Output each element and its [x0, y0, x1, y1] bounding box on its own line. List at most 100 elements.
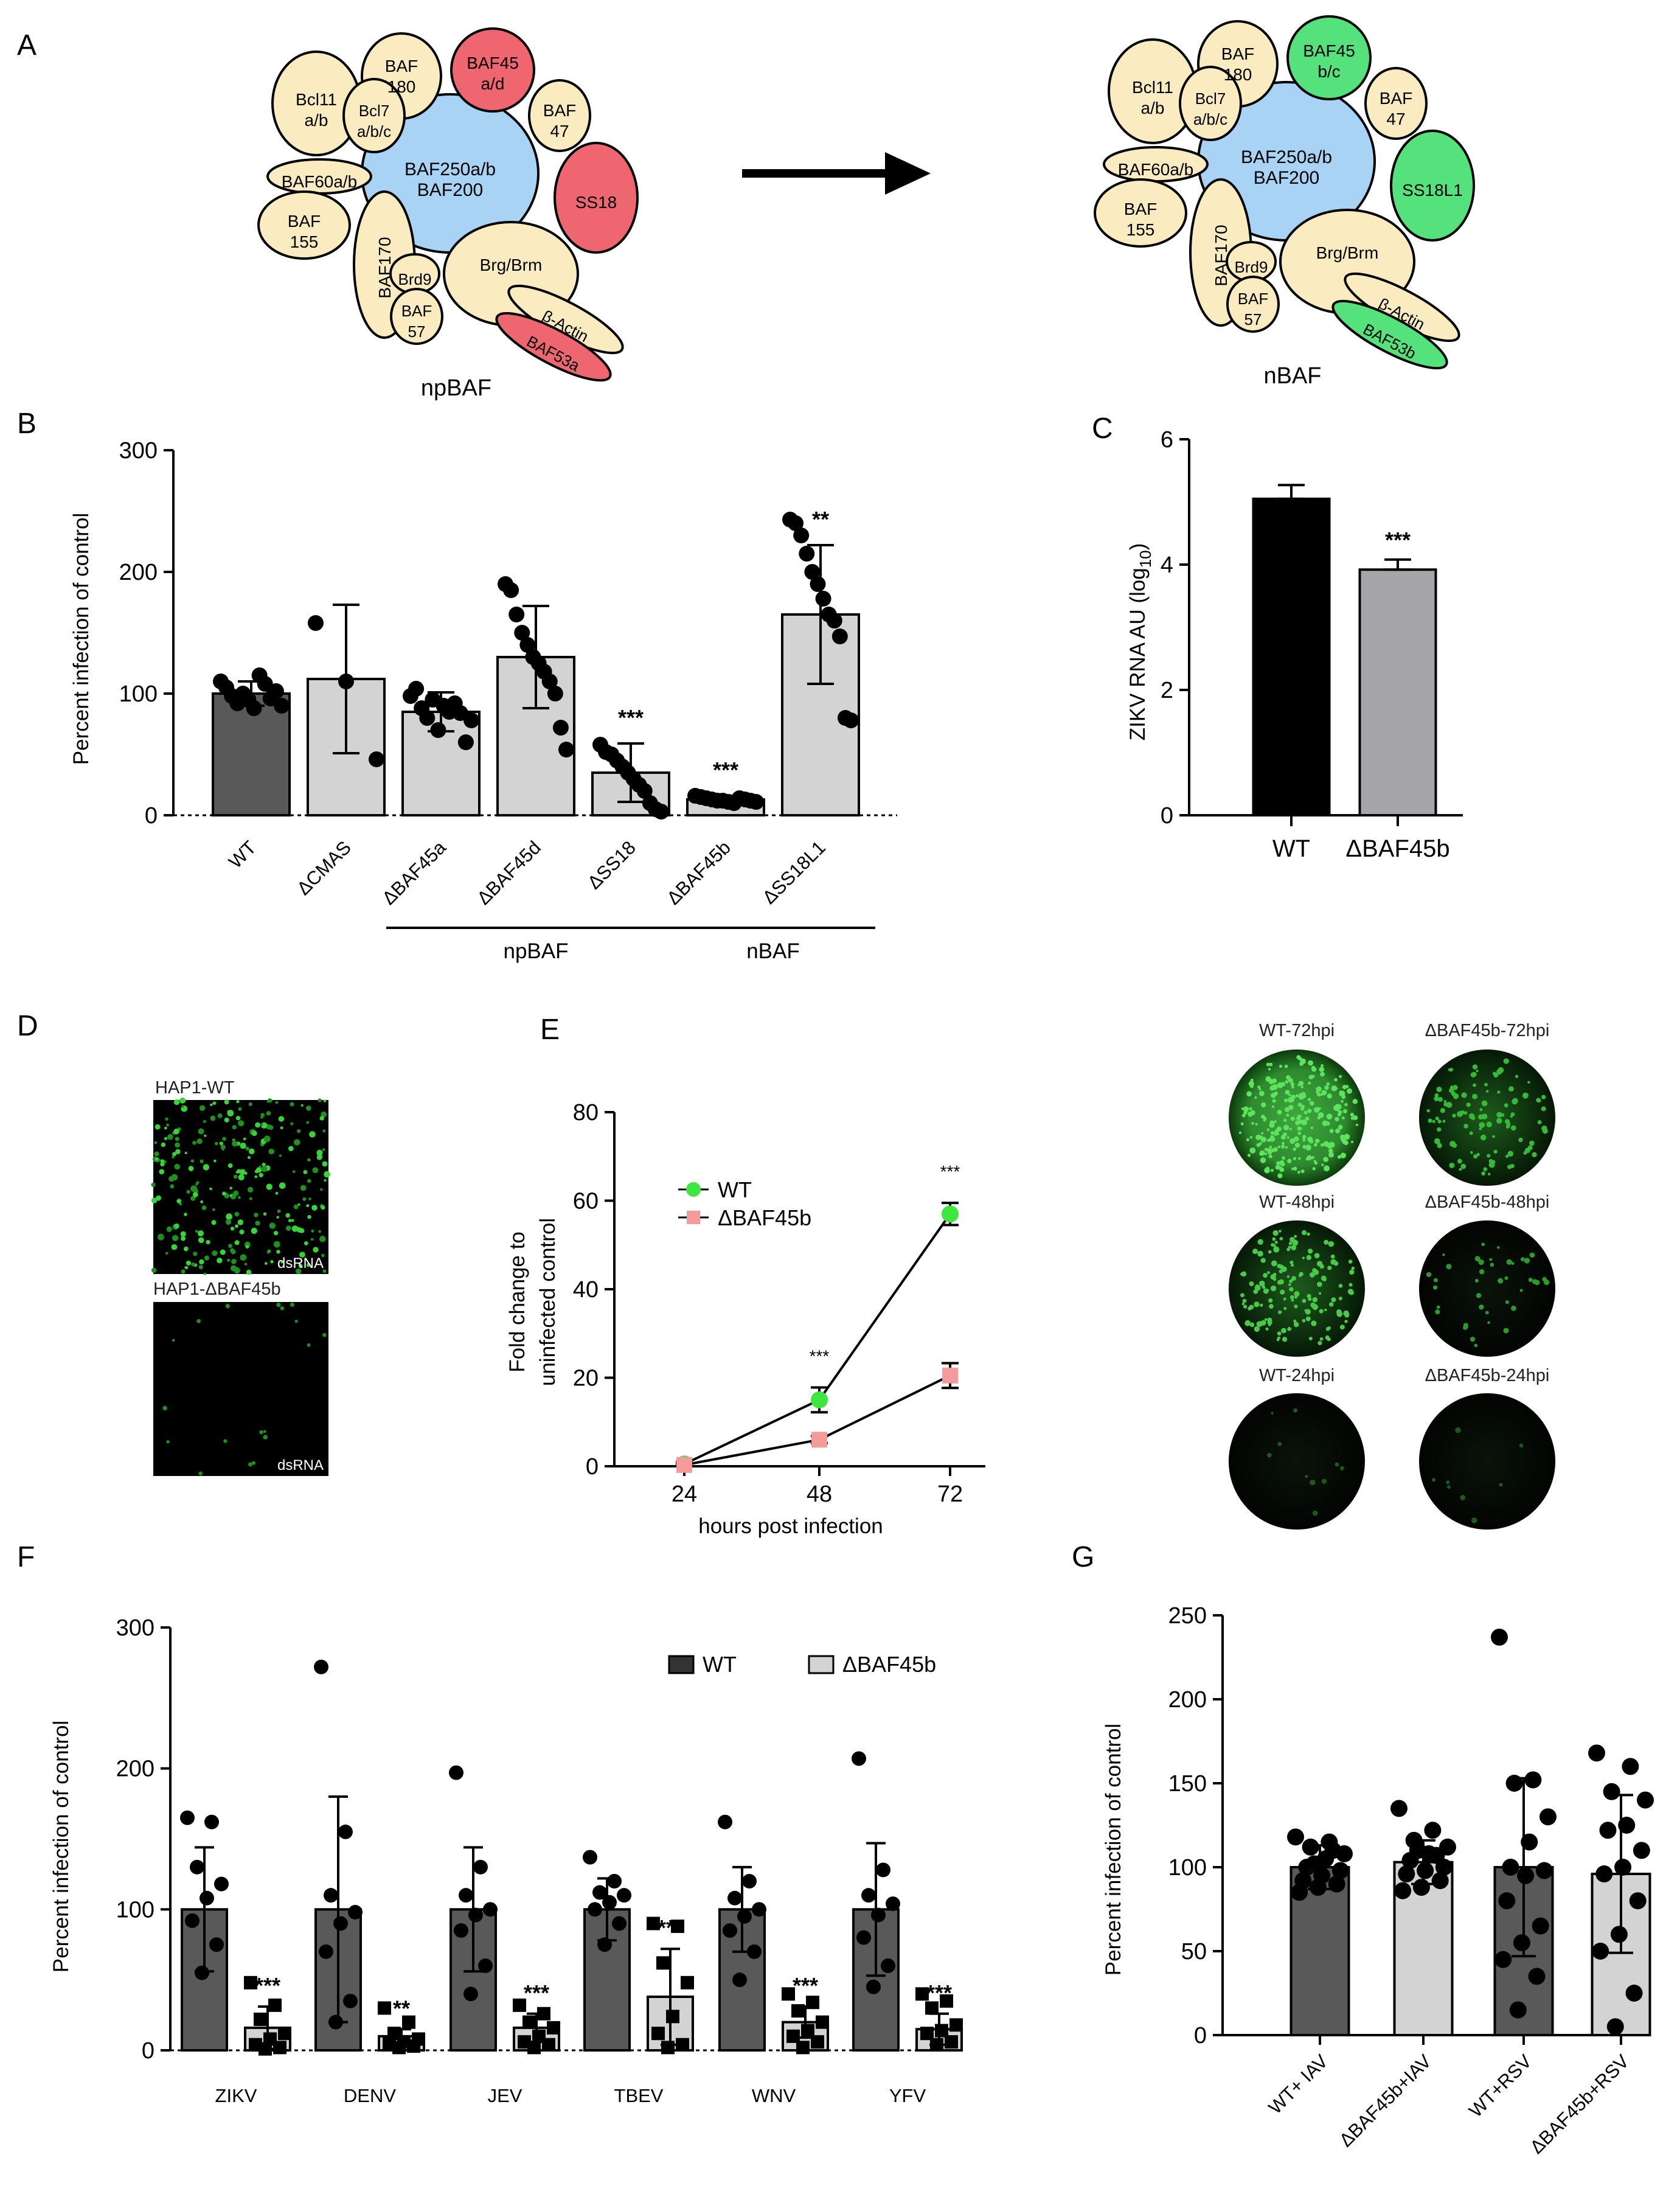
g-point [1328, 1875, 1345, 1893]
well-signal [1269, 1145, 1272, 1149]
well-signal [1529, 1140, 1535, 1146]
subunit-label-ss18: SS18 [575, 193, 617, 212]
d-top-signal [166, 1123, 170, 1127]
well-signal [1274, 1129, 1279, 1134]
complex-title: nBAF [1263, 363, 1321, 389]
subunit-label-baf47: BAF 47 [1380, 89, 1412, 128]
d-top-signal [173, 1128, 179, 1135]
well-signal [1479, 1122, 1485, 1129]
well-signal [1471, 1517, 1477, 1523]
b-point [552, 720, 569, 736]
well-signal [1317, 1112, 1324, 1118]
e-y-axis-title-line2: uninfected control [536, 1218, 560, 1386]
well-signal [1442, 1119, 1446, 1123]
d-bottom-signal [322, 1332, 327, 1337]
subunit-label-baf60: BAF60a/b [1118, 160, 1194, 179]
well-signal [1487, 1154, 1491, 1158]
well-signal [1272, 1244, 1276, 1247]
well-signal [1336, 1309, 1342, 1315]
well-signal [1328, 1152, 1335, 1158]
d-top-signal [320, 1188, 323, 1191]
d-top-signal [172, 1234, 179, 1241]
well-signal [1496, 1112, 1502, 1118]
g-point [1291, 1884, 1308, 1901]
well-signal [1296, 1116, 1300, 1121]
d-top-signal [165, 1117, 168, 1121]
f-significance: *** [524, 1980, 549, 2005]
transition-arrow [742, 152, 931, 195]
well-signal [1493, 1149, 1498, 1154]
well-signal [1472, 1083, 1476, 1087]
f-point-kd [244, 1975, 257, 1989]
g-point [1394, 1882, 1412, 1899]
f-point-kd [796, 2041, 810, 2055]
well-signal [1259, 1280, 1265, 1287]
well-signal [1282, 1337, 1288, 1342]
d-top-signal [276, 1216, 279, 1219]
well-signal [1479, 1127, 1482, 1130]
well-signal [1524, 1147, 1530, 1154]
subunit-label-brg: Brg/Brm [1316, 243, 1379, 262]
well-signal [1260, 1320, 1266, 1326]
b-point [274, 698, 290, 714]
subunit-baf57 [390, 288, 443, 345]
well-signal [1288, 1093, 1291, 1096]
well-signal [1241, 1302, 1244, 1306]
well-signal [1288, 1096, 1294, 1103]
well-signal [1506, 1259, 1512, 1265]
d-top-signal [270, 1260, 274, 1264]
subunit-label-baf60: BAF60a/b [282, 172, 358, 191]
d-top-signal [238, 1107, 242, 1111]
well-signal [1351, 1140, 1354, 1143]
d-bottom-signal [248, 1462, 252, 1467]
f-point-kd [268, 1998, 282, 2012]
well-signal [1312, 1167, 1316, 1171]
f-point-wt [588, 1902, 602, 1917]
well-signal [1337, 1155, 1342, 1159]
well-signal [1343, 1310, 1349, 1317]
f-point-wt [338, 1824, 353, 1839]
well-signal [1291, 1264, 1294, 1267]
f-point-wt [185, 1913, 200, 1928]
d-top-signal [290, 1102, 294, 1107]
well-signal [1260, 1303, 1263, 1307]
well-signal [1510, 1112, 1515, 1117]
b-point [653, 804, 669, 820]
well-signal [1350, 1112, 1355, 1117]
d-top-signal [235, 1224, 238, 1228]
well-signal [1286, 1136, 1290, 1140]
f-point-wt [468, 1907, 483, 1923]
d-top-signal [227, 1244, 232, 1248]
d-top-signal [151, 1182, 156, 1187]
well-signal [1292, 1239, 1299, 1246]
d-top-signal [319, 1116, 324, 1121]
d-top-signal [263, 1135, 271, 1143]
well-signal [1327, 1326, 1331, 1330]
d-top-signal [269, 1222, 276, 1229]
d-top-signal [251, 1227, 257, 1234]
g-point [1498, 1892, 1516, 1910]
e-legend-marker [687, 1211, 700, 1224]
d-top-signal [233, 1174, 238, 1179]
d-top-signal [174, 1223, 179, 1229]
well-title-kd-48: ΔBAF45b-48hpi [1425, 1192, 1550, 1212]
d-bottom-signal [276, 1303, 281, 1307]
chart-b-knockout-infection: 0 100 200 300 WT ΔCMAS ΔBAF45a ΔBAF45d *** ΔSS18 *… [119, 438, 897, 963]
well-signal [1308, 1060, 1313, 1066]
well-signal [1324, 1085, 1329, 1090]
well-signal [1317, 1341, 1322, 1346]
well-signal [1501, 1113, 1505, 1117]
well-signal [1442, 1253, 1445, 1256]
d-bottom-signal [162, 1405, 167, 1411]
well-signal [1524, 1258, 1530, 1264]
d-top-signal [220, 1249, 226, 1255]
d-top-signal [305, 1105, 311, 1111]
d-top-signal [279, 1182, 286, 1189]
d-top-signal [230, 1248, 235, 1253]
f-point-kd [527, 2041, 541, 2055]
well-signal [1249, 1147, 1256, 1154]
d-top-signal [265, 1262, 268, 1265]
d-top-signal [240, 1143, 246, 1149]
f-legend-swatch [808, 1655, 835, 1674]
